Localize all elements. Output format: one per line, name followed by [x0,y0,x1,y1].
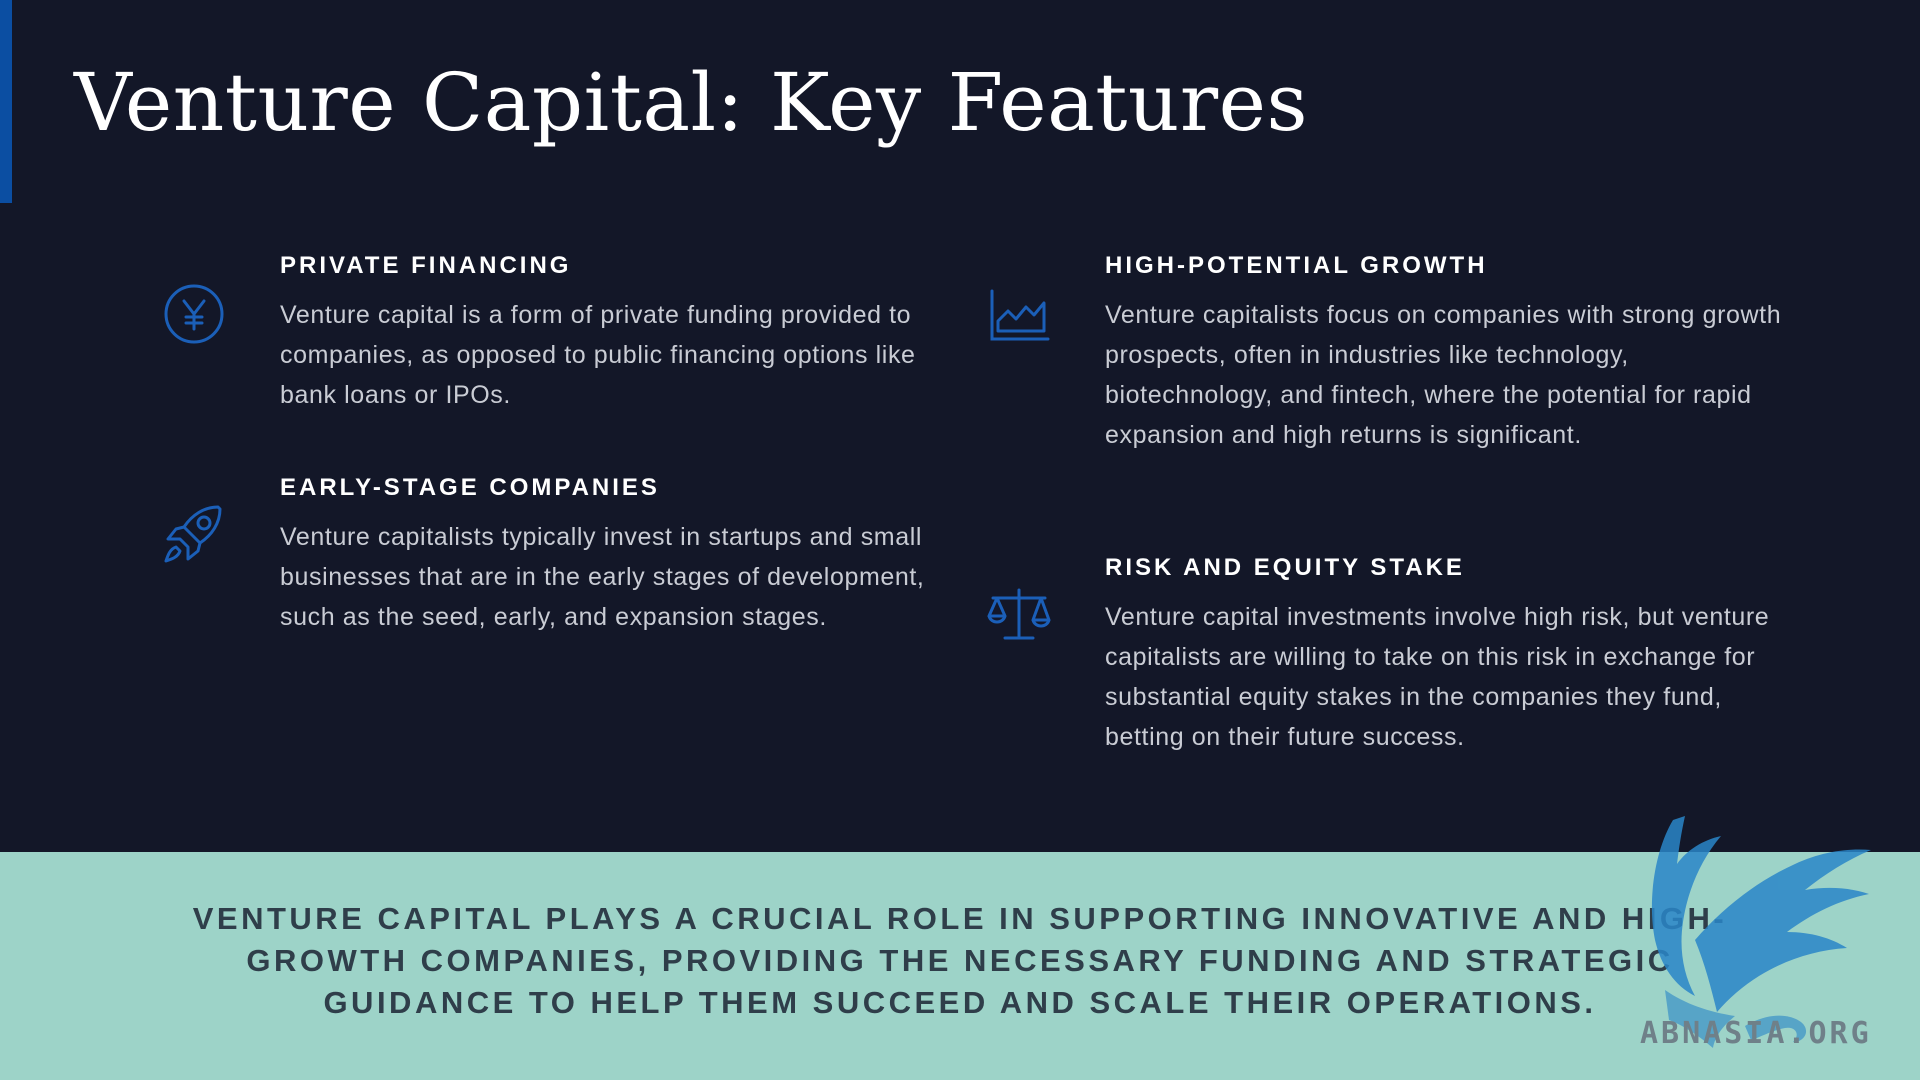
feature-heading: HIGH-POTENTIAL GROWTH [1105,252,1488,279]
watermark-text: ABNASIA.ORG [1640,1016,1872,1051]
page-title: Venture Capital: Key Features [74,56,1309,149]
watermark-logo [1625,790,1920,1080]
feature-heading: RISK AND EQUITY STAKE [1105,554,1465,581]
footer-banner [0,852,1920,1080]
feature-description: Venture capitalists typically invest in … [280,523,925,631]
balance-scale-icon [985,586,1053,647]
feature-description: Venture capital investments involve high… [1105,603,1770,751]
feature-heading: PRIVATE FINANCING [280,252,572,279]
feature-description: Venture capital is a form of private fun… [280,301,916,409]
footer-summary: VENTURE CAPITAL PLAYS A CRUCIAL ROLE IN … [192,901,1728,1020]
accent-bar [0,0,12,203]
feature-description: Venture capitalists focus on companies w… [1105,301,1782,449]
rocket-icon [160,501,226,572]
growth-chart-icon [988,287,1052,348]
yen-circle-icon [163,283,225,350]
feature-heading: EARLY-STAGE COMPANIES [280,474,660,501]
